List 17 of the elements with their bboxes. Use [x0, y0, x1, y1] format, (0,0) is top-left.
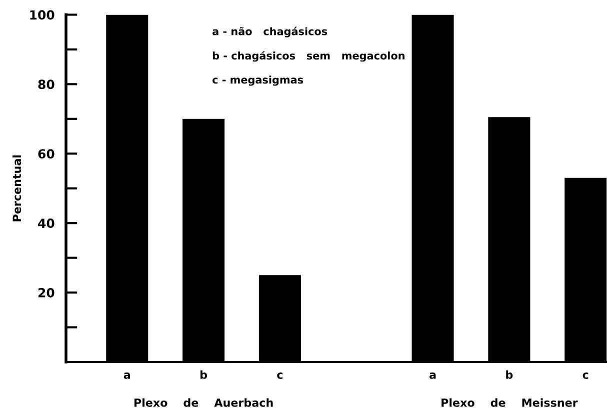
x-tick-label: a	[430, 372, 436, 379]
y-tick-label: 80	[38, 80, 54, 90]
x-tick-label: c	[582, 372, 588, 379]
y-tick-label: 40	[38, 218, 54, 228]
y-axis-title: Percentual	[12, 155, 22, 222]
x-tick-label: a	[124, 372, 130, 379]
y-tick-label: 20	[38, 288, 54, 298]
x-tick-label: c	[277, 372, 283, 379]
y-tick-label: 100	[30, 10, 54, 20]
y-tick-label: 60	[38, 149, 54, 159]
annotation: a - não chagásicos	[212, 26, 328, 38]
x-tick-label: b	[506, 370, 513, 379]
x-tick-label: b	[200, 370, 208, 379]
annotation: c - megasigmas	[212, 76, 304, 86]
text: Plexo de Auerbach	[134, 398, 273, 407]
text: Plexo de Meissner	[442, 398, 578, 407]
annotation: b - chagásicos sem megacolon	[212, 51, 404, 62]
